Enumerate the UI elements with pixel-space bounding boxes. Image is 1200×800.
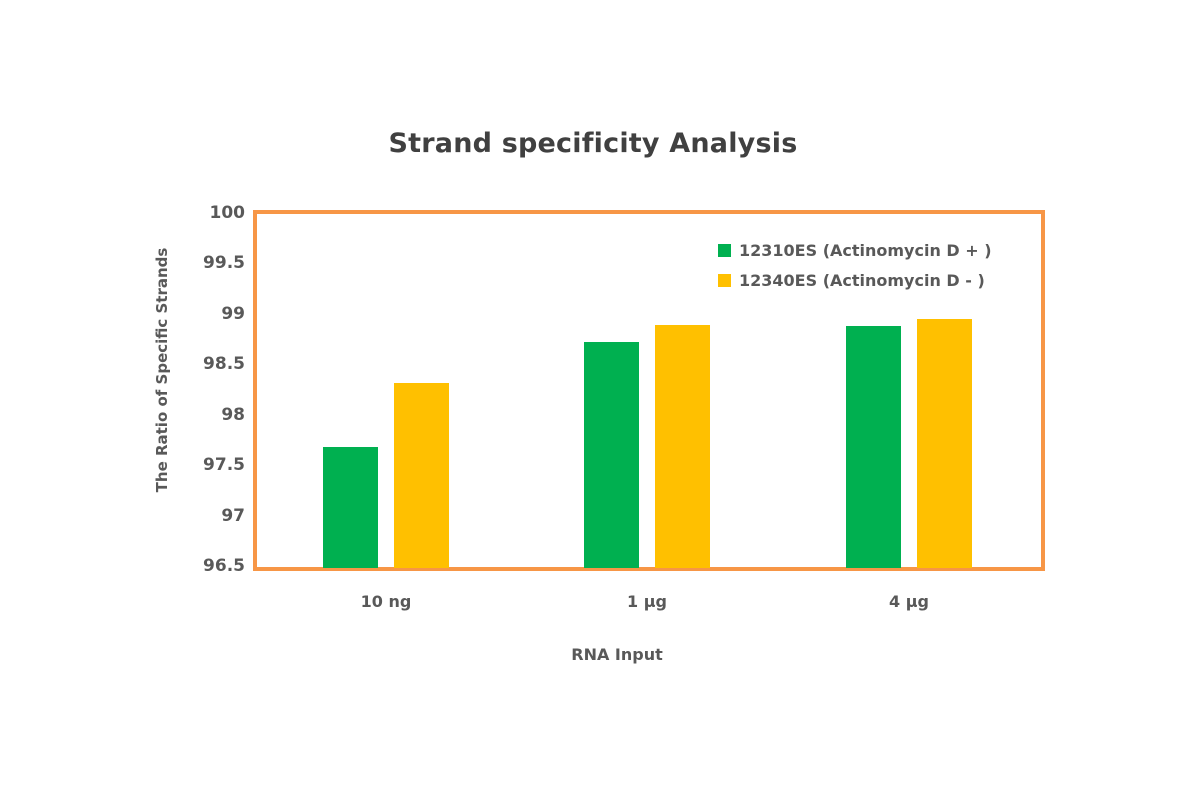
y-tick-label: 96.5 [203,556,245,576]
y-axis-label: The Ratio of Specific Strands [153,247,171,493]
legend-item-series-1: 12310ES (Actinomycin D + ) [718,235,992,265]
legend-swatch-green [718,243,731,257]
x-tick-label: 1 µg [627,592,667,611]
plot-area [253,210,1045,571]
y-tick-label: 98.5 [203,354,245,375]
y-tick-label: 97.5 [203,455,245,476]
y-tick-label: 100 [209,203,246,223]
bar-green [846,325,901,568]
bar-green [323,446,378,568]
bar-yellow [655,324,710,568]
x-tick-label: 4 µg [889,592,929,611]
legend: 12310ES (Actinomycin D + ) 12340ES (Acti… [718,235,992,295]
legend-item-series-2: 12340ES (Actinomycin D - ) [718,265,992,295]
x-axis-label: RNA Input [571,645,663,664]
y-tick-label: 99 [221,303,245,324]
legend-label: 12310ES (Actinomycin D + ) [739,240,992,260]
y-tick-label: 98 [221,404,245,425]
chart-title: Strand specificity Analysis [388,128,798,159]
bar-yellow [917,318,972,568]
bar-green [584,342,639,568]
y-tick-label: 97 [221,505,245,526]
y-tick-label: 99.5 [203,253,245,274]
legend-label: 12340ES (Actinomycin D - ) [739,270,985,290]
bar-yellow [394,383,449,568]
x-tick-label: 10 ng [360,592,412,611]
legend-swatch-yellow [718,273,731,287]
